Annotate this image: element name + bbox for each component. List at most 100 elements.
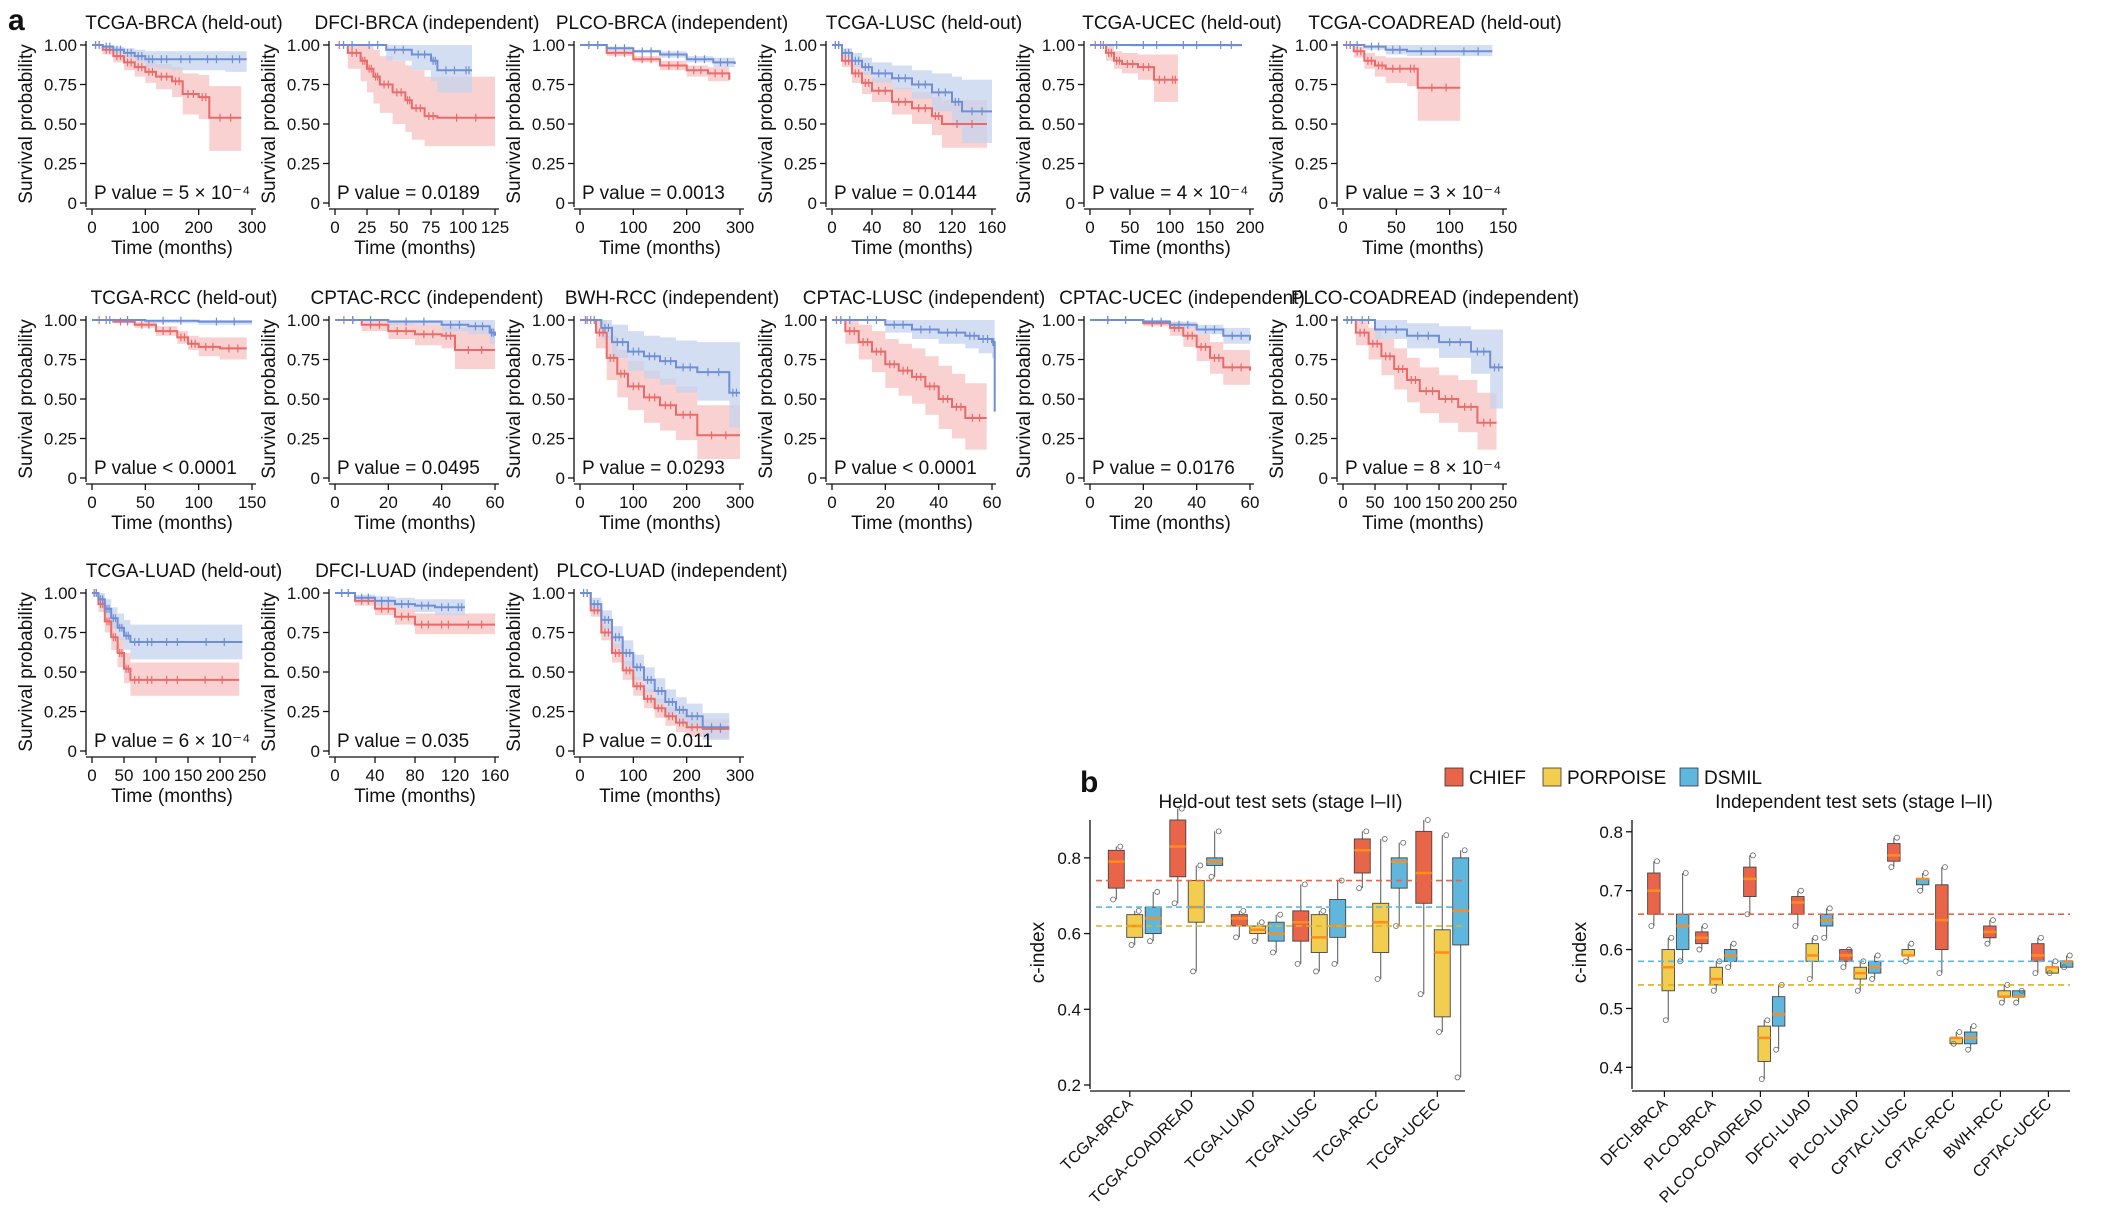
box-held-out-test-sets-stage-i-ii-chief-tcga-coadread-point	[1171, 900, 1178, 907]
km-cptac-ucec-independent-y-tick-label: 1.00	[1042, 311, 1075, 330]
km-tcga-ucec-held-out-y-axis-label: Survival probability	[1014, 44, 1035, 204]
km-tcga-luad-held-out-p-value: P value = 6 × 10⁻⁴	[94, 731, 250, 752]
box-independent-test-sets-stage-i-ii-chief-cptac-lusc-point	[1894, 834, 1900, 841]
km-dfci-luad-independent-p-value: P value = 0.035	[337, 731, 469, 752]
km-tcga-coadread-held-out-y-tick-label: 1.00	[1295, 36, 1328, 55]
km-plco-brca-independent-y-tick-label: 0.50	[532, 115, 565, 134]
box-held-out-test-sets-stage-i-ii-dsmil-tcga-brca-point	[1154, 889, 1161, 895]
km-bwh-rcc-independent-y-axis-label: Survival probability	[504, 319, 525, 479]
km-tcga-ucec-held-out-y-tick-label: 0.75	[1042, 76, 1075, 95]
km-plco-coadread-independent-y-tick-label: 0	[1319, 469, 1328, 488]
km-bwh-rcc-independent-x-tick-label: 0	[575, 493, 584, 512]
box-independent-test-sets-stage-i-ii-chief-cptac-ucec-point	[2032, 970, 2039, 977]
box-held-out-test-sets-stage-i-ii-dsmil-tcga-luad-box	[1267, 921, 1285, 942]
km-cptac-ucec-independent-x-tick-label: 0	[1085, 493, 1094, 512]
km-cptac-ucec-independent-title: CPTAC-UCEC (independent)	[1059, 288, 1305, 309]
box-held-out-test-sets-stage-i-ii-dsmil-tcga-lusc-point	[1331, 960, 1338, 967]
km-dfci-luad-independent-x-axis-label: Time (months)	[354, 786, 476, 807]
km-tcga-coadread-held-out-x-tick-label: 0	[1338, 218, 1347, 237]
km-tcga-ucec-held-out-y-tick-label: 1.00	[1042, 36, 1075, 55]
km-plco-coadread-independent-y-tick-label: 0.50	[1295, 390, 1328, 409]
km-tcga-lusc-held-out-panel: TCGA-LUSC (held-out) 0 0.25 0.50 0.75 1.00 0 40…	[756, 13, 1022, 259]
box-held-out-test-sets-stage-i-ii-porpoise-tcga-ucec-point	[1436, 1029, 1442, 1035]
km-tcga-lusc-held-out-high-risk-curve	[832, 44, 987, 125]
km-tcga-rcc-held-out-panel: TCGA-RCC (held-out) 0 0.25 0.50 0.75 1.00 0 50 1…	[16, 288, 277, 534]
box-independent-test-sets-stage-i-ii-chief-dfci-brca-box	[1647, 872, 1661, 915]
box-independent-test-sets-stage-i-ii-chief-cptac-rcc-point	[1936, 970, 1943, 977]
km-plco-coadread-independent-y-tick-label: 0.25	[1295, 430, 1328, 449]
box-held-out-test-sets-stage-i-ii-dsmil-tcga-ucec-point	[1461, 847, 1468, 854]
box-held-out-test-sets-stage-i-ii-chief-tcga-ucec-box	[1415, 830, 1433, 904]
box-held-out-test-sets-stage-i-ii-porpoise-tcga-brca-point	[1135, 907, 1142, 914]
km-tcga-rcc-held-out-y-tick-label: 1.00	[44, 311, 77, 330]
box-independent-test-sets-stage-i-ii-dsmil-plco-coadread-point	[1773, 1046, 1780, 1053]
km-cptac-rcc-independent-x-tick-label: 0	[330, 493, 339, 512]
box-held-out-test-sets-stage-i-ii-panel: Held-out test sets (stage I–II) 0.2 0.4 0.6…	[1028, 792, 1470, 1207]
km-tcga-coadread-held-out-p-value: P value = 3 × 10⁻⁴	[1345, 183, 1501, 204]
km-plco-brca-independent-y-tick-label: 0.25	[532, 155, 565, 174]
km-tcga-rcc-held-out-high-risk-curve	[92, 319, 247, 350]
km-tcga-luad-held-out-x-tick-label: 100	[142, 766, 170, 785]
box-held-out-test-sets-stage-i-ii-porpoise-tcga-ucec-box	[1433, 929, 1451, 1018]
box-independent-test-sets-stage-i-ii-porpoise-dfci-brca-point	[1668, 934, 1675, 941]
km-tcga-brca-held-out-panel: TCGA-BRCA (held-out) 0 0.25 0.50 0.75 1.00 0 10…	[16, 13, 283, 259]
km-cptac-lusc-independent-x-tick-label: 40	[929, 493, 948, 512]
km-plco-luad-independent-low-risk-ci-band	[580, 593, 730, 740]
km-plco-brca-independent-p-value: P value = 0.0013	[582, 183, 725, 204]
box-independent-test-sets-stage-i-ii-dsmil-cptac-lusc-point	[1922, 870, 1929, 876]
km-cptac-rcc-independent-high-risk-curve	[335, 319, 495, 351]
km-cptac-ucec-independent-low-risk-ci-band	[1090, 320, 1250, 349]
km-cptac-ucec-independent-y-tick-label: 0.50	[1042, 390, 1075, 409]
km-plco-luad-independent-x-tick-label: 200	[672, 766, 700, 785]
box-independent-test-sets-stage-i-ii-y-tick-label: 0.6	[1599, 941, 1623, 960]
km-tcga-ucec-held-out-x-axis-label: Time (months)	[1109, 238, 1231, 259]
km-tcga-rcc-held-out-x-tick-label: 150	[238, 493, 266, 512]
km-tcga-brca-held-out-p-value: P value = 5 × 10⁻⁴	[94, 183, 250, 204]
km-tcga-coadread-held-out-x-tick-label: 50	[1387, 218, 1406, 237]
box-held-out-test-sets-stage-i-ii-chief-tcga-ucec-point	[1417, 991, 1424, 998]
km-tcga-lusc-held-out-x-tick-label: 40	[863, 218, 882, 237]
km-plco-luad-independent-panel: PLCO-LUAD (independent) 0 0.25 0.50 0.75 1.00…	[504, 561, 788, 807]
km-bwh-rcc-independent-low-risk-curve	[580, 319, 740, 394]
box-independent-test-sets-stage-i-ii-dsmil-plco-luad-point	[1874, 952, 1881, 959]
km-cptac-lusc-independent-panel: CPTAC-LUSC (independent) 0 0.25 0.50 0.75 1.0…	[756, 288, 1045, 534]
box-independent-test-sets-stage-i-ii-porpoise-plco-brca-box	[1709, 966, 1723, 986]
km-tcga-brca-held-out-y-tick-label: 0.25	[44, 155, 77, 174]
km-dfci-brca-independent-low-risk-curve	[335, 44, 472, 72]
box-independent-test-sets-stage-i-ii-chief-dfci-brca-point	[1654, 858, 1660, 865]
box-independent-test-sets-stage-i-ii-y-tick-label: 0.5	[1599, 999, 1623, 1018]
box-independent-test-sets-stage-i-ii-porpoise-dfci-luad-point	[1812, 934, 1819, 941]
km-tcga-coadread-held-out-y-tick-label: 0	[1319, 194, 1328, 213]
km-cptac-lusc-independent-y-tick-label: 0.50	[784, 390, 817, 409]
km-plco-luad-independent-y-tick-label: 0.50	[532, 663, 565, 682]
km-tcga-luad-held-out-x-tick-label: 150	[174, 766, 202, 785]
km-cptac-lusc-independent-y-tick-label: 0.25	[784, 430, 817, 449]
km-cptac-ucec-independent-panel: CPTAC-UCEC (independent) 0 0.25 0.50 0.75 1.0…	[1014, 288, 1305, 534]
box-held-out-test-sets-stage-i-ii-chief-tcga-luad-box	[1230, 914, 1248, 927]
km-tcga-rcc-held-out-x-tick-label: 100	[184, 493, 212, 512]
km-cptac-lusc-independent-high-risk-curve	[832, 319, 987, 419]
box-independent-test-sets-stage-i-ii-porpoise-dfci-luad-box	[1805, 943, 1819, 962]
box-held-out-test-sets-stage-i-ii-porpoise-tcga-ucec-point	[1443, 832, 1450, 839]
km-cptac-rcc-independent-title: CPTAC-RCC (independent)	[310, 288, 543, 309]
km-dfci-luad-independent-high-risk-curve	[335, 592, 495, 626]
km-dfci-brca-independent-title: DFCI-BRCA (independent)	[315, 13, 540, 34]
km-cptac-rcc-independent-y-tick-label: 0.75	[287, 351, 320, 370]
box-independent-test-sets-stage-i-ii-chief-bwh-rcc-point	[1984, 940, 1991, 947]
km-dfci-luad-independent-title: DFCI-LUAD (independent)	[315, 561, 539, 582]
km-tcga-rcc-held-out-y-tick-label: 0	[68, 469, 77, 488]
box-held-out-test-sets-stage-i-ii-dsmil-tcga-brca-point	[1147, 938, 1153, 945]
km-bwh-rcc-independent-low-risk-ci-band	[580, 320, 740, 428]
km-cptac-ucec-independent-x-tick-label: 60	[1241, 493, 1260, 512]
km-tcga-brca-held-out-low-risk-curve	[92, 44, 247, 61]
legend: CHIEF PORPOISE DSMIL	[1444, 767, 1762, 789]
km-plco-brca-independent-y-tick-label: 1.00	[532, 36, 565, 55]
km-dfci-luad-independent-y-tick-label: 1.00	[287, 584, 320, 603]
km-dfci-luad-independent-x-tick-label: 160	[481, 766, 509, 785]
legend-swatch-porpoise	[1542, 767, 1562, 787]
km-tcga-lusc-held-out-y-axis-label: Survival probability	[756, 44, 777, 204]
box-independent-test-sets-stage-i-ii-porpoise-cptac-rcc-point	[1950, 1040, 1957, 1047]
km-plco-luad-independent-x-axis-label: Time (months)	[599, 786, 721, 807]
box-independent-test-sets-stage-i-ii-chief-cptac-lusc-box	[1887, 843, 1901, 862]
km-cptac-lusc-independent-low-risk-ci-band	[832, 320, 995, 463]
